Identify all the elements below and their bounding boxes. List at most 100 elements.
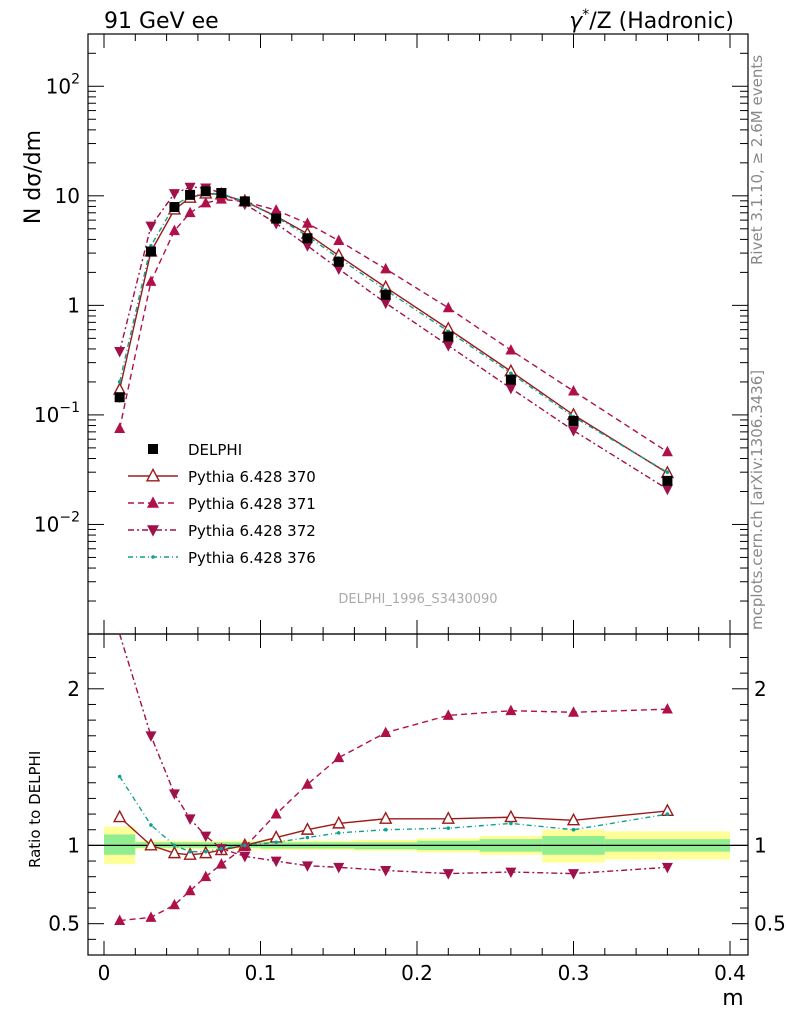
data-point [302, 233, 313, 244]
series-370-line [118, 192, 668, 474]
series-370-ratio-point [504, 809, 518, 823]
y-tick-label: 102 [46, 71, 80, 98]
data-point [505, 374, 516, 385]
x-tick-label: 0.1 [245, 961, 277, 985]
main-frame [87, 33, 749, 635]
series-376-ratio-point [665, 812, 670, 816]
series-371-ratio-point [661, 703, 673, 714]
analysis-label: DELPHI_1996_S3430090 [338, 592, 497, 607]
data-point [200, 186, 211, 197]
x-axis-label: m [722, 986, 743, 1011]
x-tick-label: 0.3 [558, 961, 590, 985]
series-371-line [118, 198, 668, 453]
legend-label: Pythia 6.428 372 [188, 522, 316, 540]
y-tick-base: 10 [55, 184, 80, 208]
series-372-ratio-point [184, 814, 196, 825]
series-370-ratio-point [167, 845, 182, 859]
header-right-gamma: γ [569, 9, 583, 34]
ratio-tick-label-left: 0.5 [48, 912, 80, 936]
series-376-ratio-point [203, 849, 208, 854]
series-371-ratio-point [168, 898, 180, 910]
series-376-ratio-point [117, 774, 122, 779]
legend-marker [151, 555, 155, 559]
series-371-point [333, 234, 345, 246]
series-376-ratio-point [188, 849, 192, 854]
ratio-tick-label-right: 2 [754, 677, 767, 701]
series-371-point [114, 422, 126, 433]
series-372-point [168, 189, 180, 200]
series-372-point [380, 298, 392, 310]
series-372-point [333, 264, 345, 275]
series-371-ratio-point [114, 914, 126, 925]
header-right-title: γ*/Z (Hadronic) [569, 7, 734, 34]
series-370-ratio-point [300, 822, 315, 835]
series-372-ratio-point [239, 851, 251, 863]
series-372-point [145, 221, 157, 233]
series-372-ratio-point [301, 861, 313, 872]
y-tick-label: 10 [55, 184, 80, 208]
legend-label: Pythia 6.428 376 [188, 549, 316, 567]
legend: DELPHI Pythia 6.428 370 Pythia 6.428 371 Py… [128, 441, 316, 567]
series-371-ratio-point [215, 858, 227, 869]
series-370-ratio-point [441, 811, 455, 824]
ratio-band-inner [104, 834, 136, 855]
data-point [568, 415, 579, 426]
y-axis-label: N dσ/dm [21, 130, 46, 224]
y-tick-label: 10−2 [34, 509, 80, 536]
series-372-ratio-point [200, 831, 212, 843]
series-376-ratio-point [274, 840, 278, 845]
series-371-ratio-point [301, 778, 313, 789]
legend-label: Pythia 6.428 370 [188, 468, 316, 486]
legend-marker [147, 525, 159, 537]
legend-label: DELPHI [188, 441, 242, 459]
series-371-point [442, 301, 454, 313]
series-372-ratio-point [380, 866, 392, 877]
series-370-ratio-point [566, 812, 581, 826]
series-371-ratio-point [442, 709, 454, 720]
ratio-tick-label-left: 2 [67, 677, 80, 701]
y-tick-base: 1 [67, 293, 80, 317]
series-372-point [505, 383, 517, 395]
series-376-point [509, 371, 513, 376]
series-376-ratio-point [383, 827, 388, 832]
series-376-ratio-point [336, 831, 341, 835]
series-372-ratio-point [168, 789, 180, 800]
series-370-ratio-point [112, 809, 127, 823]
x-tick-label: 0 [98, 961, 111, 985]
series-376-ratio-point [219, 846, 224, 851]
y-tick-exponent: −1 [59, 400, 80, 416]
y-tick-exponent: −2 [59, 509, 80, 525]
legend-marker [145, 467, 161, 482]
series-371-ratio-point [333, 751, 345, 763]
series-371-point [184, 206, 196, 218]
series-376-ratio-point [509, 821, 513, 826]
ratio-tick-label-left: 1 [67, 833, 80, 857]
series-370-ratio-point [379, 811, 393, 824]
series-371-ratio-point [505, 704, 517, 716]
series-371-point [505, 344, 517, 355]
series-370-ratio-point [144, 837, 158, 851]
header-right-star: * [582, 7, 589, 23]
series-372-ratio-point [568, 869, 579, 880]
ratio-tick-label-right: 0.5 [754, 912, 786, 936]
x-tick-label: 0.4 [714, 961, 746, 985]
series-376-ratio-point [446, 826, 451, 830]
series-371-ratio-point [568, 706, 579, 717]
series-376-point [117, 380, 122, 384]
data-point [662, 475, 673, 486]
y-tick-base: 10 [34, 403, 59, 427]
header-left-title: 91 GeV ee [104, 9, 219, 34]
y-tick-label: 1 [67, 293, 80, 317]
series-372-point [301, 241, 313, 252]
series-372-ratio-point [442, 869, 454, 880]
series-372-ratio-point [270, 856, 282, 868]
legend-marker [147, 496, 159, 508]
mcplots-text: mcplots.cern.ch [arXiv:1306.3436] [748, 370, 766, 630]
series-371-point [380, 262, 392, 274]
legend-marker [148, 444, 158, 454]
series-372-ratio-point [505, 867, 517, 879]
ratio-frame [87, 633, 749, 956]
data-point [380, 289, 391, 300]
data-point [216, 188, 227, 199]
series-371-point [301, 217, 313, 228]
